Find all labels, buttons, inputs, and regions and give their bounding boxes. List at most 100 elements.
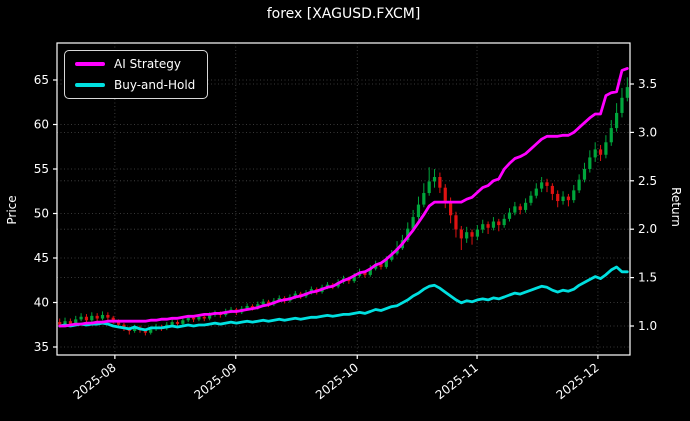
candle-body <box>566 196 571 201</box>
candle-body <box>598 149 603 155</box>
candle-body <box>368 268 372 275</box>
candle-body <box>561 196 565 202</box>
legend: AI Strategy Buy-and-Hold <box>64 50 209 99</box>
candle-body <box>507 212 512 219</box>
candle-body <box>465 232 469 239</box>
candle-body <box>491 221 496 228</box>
tick-label: 2025-12 <box>554 360 602 402</box>
candle-body <box>588 157 592 169</box>
candle-body <box>518 206 522 210</box>
candle-body <box>390 253 394 260</box>
candle-body <box>545 182 549 186</box>
candle-body <box>481 224 485 230</box>
candle-body <box>540 182 544 189</box>
candle-body <box>106 314 110 318</box>
right-axis-label: Return <box>669 187 683 227</box>
candle-body <box>449 201 453 216</box>
candle-body <box>84 316 89 321</box>
candle-body <box>379 264 383 267</box>
candle-body <box>577 179 581 191</box>
candles-layer <box>58 77 629 336</box>
candle-body <box>625 87 629 98</box>
candle-body <box>513 206 517 213</box>
legend-label-ai-strategy: AI Strategy <box>114 57 181 71</box>
candle-body <box>620 97 624 113</box>
candle-body <box>208 314 212 319</box>
candle-body <box>534 188 538 196</box>
candle-body <box>470 232 474 237</box>
legend-label-buy-and-hold: Buy-and-Hold <box>114 78 196 92</box>
tick-label: 50 <box>34 207 49 221</box>
candle-body <box>111 317 115 322</box>
tick-label: 2025-08 <box>71 360 119 402</box>
tick-label: 65 <box>34 73 49 87</box>
candle-body <box>58 322 62 325</box>
candle-body <box>170 322 174 325</box>
candle-body <box>261 301 265 305</box>
candle-body <box>411 217 415 229</box>
candle-body <box>90 315 94 321</box>
tick-label: 2.5 <box>638 174 657 188</box>
tick-label: 1.5 <box>638 271 657 285</box>
candle-body <box>186 317 190 321</box>
candle-body <box>572 190 576 201</box>
candle-body <box>593 149 597 158</box>
candle-body <box>459 229 463 239</box>
tick-label: 3.0 <box>638 125 657 139</box>
candle-body <box>293 293 297 298</box>
candle-body <box>79 316 83 320</box>
candle-body <box>143 330 147 333</box>
candle-body <box>63 321 67 325</box>
tick-label: 2025-09 <box>191 360 239 402</box>
candle-body <box>529 195 533 203</box>
buy-and-hold-swatch <box>75 83 105 87</box>
tick-label: 1.0 <box>638 319 657 333</box>
candle-body <box>486 224 490 228</box>
tick-label: 3.5 <box>638 77 657 91</box>
tick-label: 2025-11 <box>433 360 481 402</box>
tick-label: 2.0 <box>638 222 657 236</box>
candle-body <box>197 316 201 320</box>
candle-body <box>202 316 206 319</box>
tick-label: 40 <box>34 296 49 310</box>
candle-body <box>609 128 613 143</box>
candle-body <box>454 215 458 230</box>
candle-body <box>256 304 260 308</box>
candle-body <box>175 322 180 324</box>
candle-body <box>497 221 501 226</box>
candle-body <box>181 320 185 324</box>
left-axis-label: Price <box>5 195 19 225</box>
candle-body <box>550 185 554 194</box>
chart-title: forex [XAGUSD.FXCM] <box>266 6 421 22</box>
candle-body <box>191 317 196 320</box>
candle-body <box>427 181 431 194</box>
tick-label: 2025-10 <box>313 360 361 402</box>
legend-item-buy-and-hold: Buy-and-Hold <box>75 78 195 92</box>
candle-body <box>422 193 426 205</box>
candle-body <box>406 228 410 241</box>
candle-body <box>416 204 421 218</box>
candle-body <box>363 272 367 275</box>
candle-body <box>74 319 78 324</box>
candle-body <box>438 177 442 188</box>
candle-body <box>250 306 255 308</box>
candle-body <box>604 142 608 155</box>
candle-body <box>556 193 560 202</box>
candle-body <box>443 187 447 202</box>
candle-body <box>502 218 506 226</box>
tick-label: 55 <box>34 162 49 176</box>
legend-item-ai-strategy: AI Strategy <box>75 57 195 71</box>
candle-body <box>523 202 528 210</box>
candle-body <box>245 306 249 309</box>
candle-body <box>384 259 388 267</box>
candle-body <box>615 112 619 129</box>
candle-body <box>133 327 137 331</box>
candle-body <box>100 314 105 319</box>
candle-body <box>352 275 356 282</box>
tick-label: 35 <box>34 340 49 354</box>
tick-label: 45 <box>34 251 49 265</box>
ai-strategy-line <box>58 67 629 328</box>
candle-body <box>432 177 437 182</box>
